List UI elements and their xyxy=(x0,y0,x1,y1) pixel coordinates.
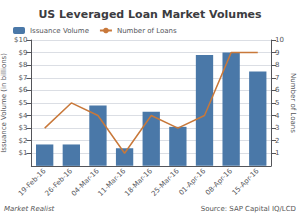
svg-text:9: 9 xyxy=(275,49,279,57)
svg-text:4: 4 xyxy=(275,112,280,120)
svg-text:08-Apr-16: 08-Apr-16 xyxy=(204,167,234,197)
svg-text:Source: SAP Capital IQ/LCD: Source: SAP Capital IQ/LCD xyxy=(201,205,296,213)
svg-text:Issuance Volume: Issuance Volume xyxy=(30,27,89,35)
svg-text:19-Feb-16: 19-Feb-16 xyxy=(17,167,48,198)
svg-text:18-Mar-16: 18-Mar-16 xyxy=(123,167,154,198)
svg-text:6: 6 xyxy=(275,86,280,94)
svg-text:26-Feb-16: 26-Feb-16 xyxy=(43,167,75,198)
svg-text:Market Realist: Market Realist xyxy=(4,205,55,213)
svg-text:7: 7 xyxy=(275,74,279,82)
svg-text:Issuance Volume (in billions): Issuance Volume (in billions) xyxy=(0,53,8,153)
svg-text:$2: $2 xyxy=(18,137,27,145)
svg-text:$3: $3 xyxy=(18,124,27,132)
svg-text:15-Apr-16: 15-Apr-16 xyxy=(231,167,261,197)
svg-text:$1: $1 xyxy=(18,149,27,157)
svg-text:$10: $10 xyxy=(14,36,27,44)
svg-text:04-Mar-16: 04-Mar-16 xyxy=(70,167,101,198)
svg-text:Number of Loans: Number of Loans xyxy=(117,27,177,35)
svg-text:11-Mar-16: 11-Mar-16 xyxy=(97,167,128,198)
svg-text:3: 3 xyxy=(275,124,279,132)
svg-text:$9: $9 xyxy=(18,49,27,57)
svg-text:10: 10 xyxy=(275,36,284,44)
svg-text:5: 5 xyxy=(275,99,279,107)
svg-text:$5: $5 xyxy=(18,99,27,107)
svg-text:1: 1 xyxy=(275,149,279,157)
svg-text:01-Apr-16: 01-Apr-16 xyxy=(177,167,207,197)
svg-text:Number of Loans: Number of Loans xyxy=(289,73,297,133)
svg-text:US Leveraged Loan Market Volum: US Leveraged Loan Market Volumes xyxy=(38,8,262,21)
svg-text:$6: $6 xyxy=(18,86,27,94)
svg-text:$8: $8 xyxy=(18,61,27,69)
svg-text:$7: $7 xyxy=(18,74,27,82)
svg-text:25-Mar-16: 25-Mar-16 xyxy=(150,167,181,198)
svg-text:8: 8 xyxy=(275,61,279,69)
svg-text:$4: $4 xyxy=(18,112,27,120)
svg-text:2: 2 xyxy=(275,137,279,145)
